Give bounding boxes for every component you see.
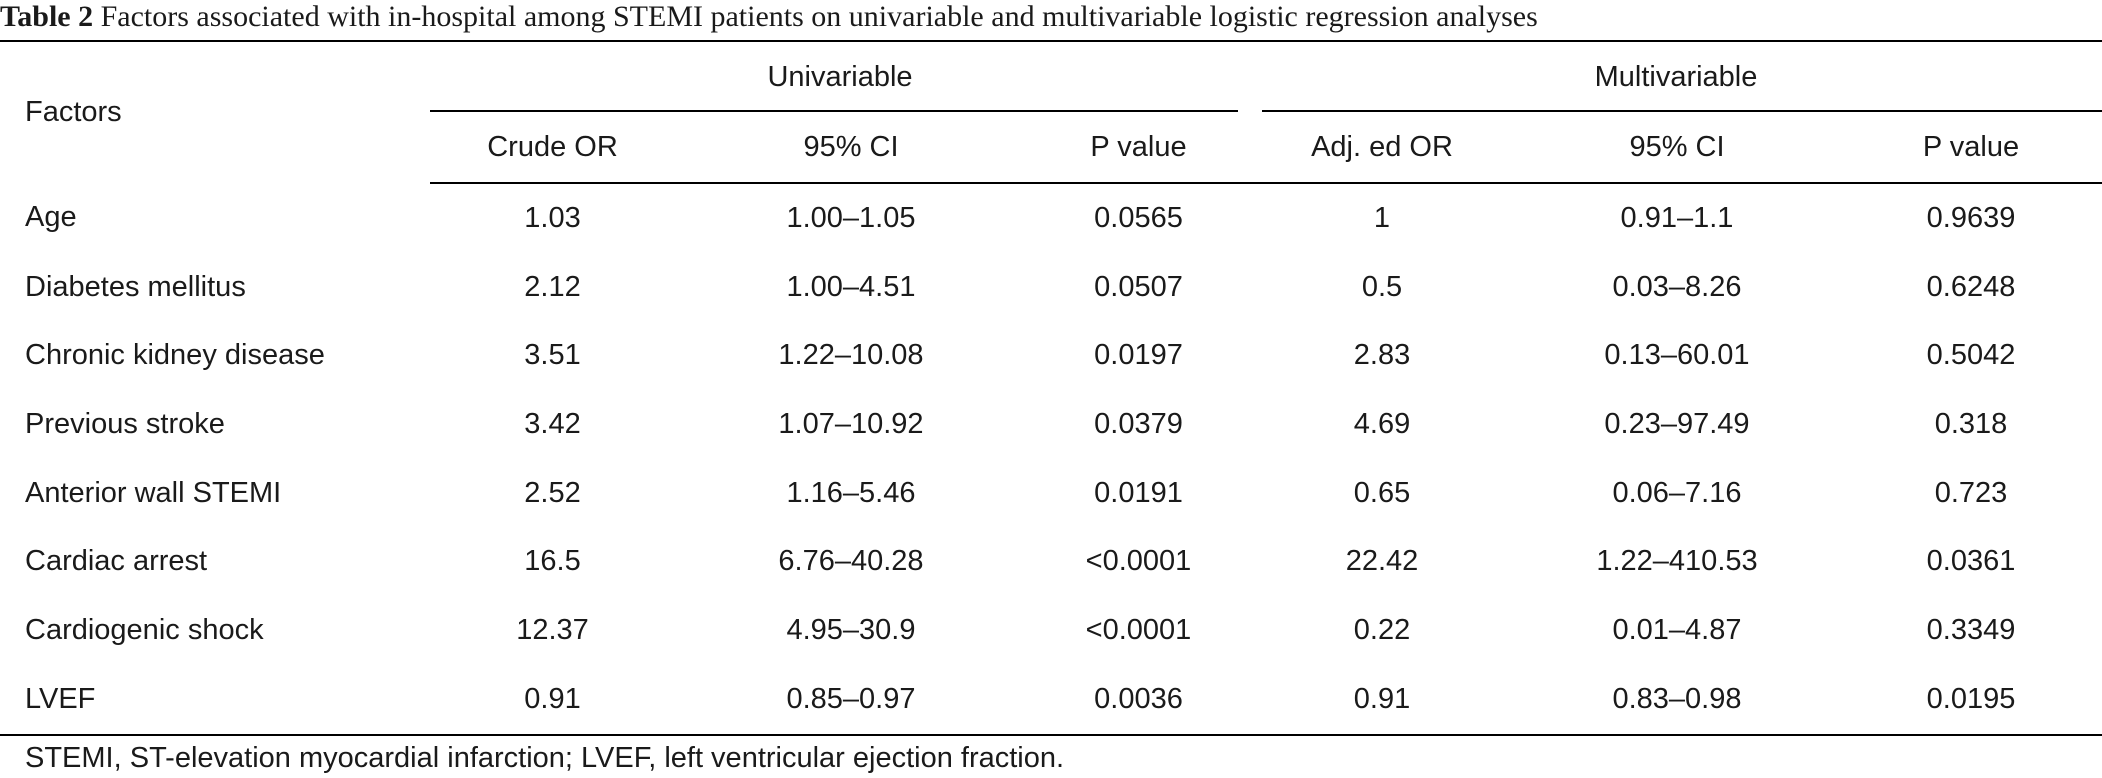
value-cell: 1.22–10.08 [778,339,924,372]
univariable-label: Univariable [767,61,913,93]
column-header: 95% CI [675,112,1027,184]
table-caption: Table 2 Factors associated with in-hospi… [0,0,2102,38]
value-cell: 0.6248 [1926,270,2016,303]
univariable-header: Univariable [430,41,1250,112]
value-cell: 0.0507 [1094,270,1183,303]
factor-cell: Age [25,201,77,234]
value-cell: 0.0191 [1094,476,1183,509]
value-cell: 0.5042 [1926,339,2016,372]
value-cell: 2.12 [524,270,581,303]
value-cell: 1.22–410.53 [1596,545,1758,578]
value-cell: 0.23–97.49 [1604,407,1750,440]
factor-cell: Anterior wall STEMI [25,476,282,509]
factor-cell: Cardiac arrest [25,545,208,578]
value-cell: 0.83–0.98 [1612,682,1742,715]
value-cell: 1.07–10.92 [778,407,924,440]
value-cell: 16.5 [524,545,581,578]
value-cell: 4.69 [1353,407,1411,440]
value-cell: 1.00–1.05 [786,201,916,234]
column-header: 95% CI [1514,112,1840,184]
value-cell: 12.37 [516,613,589,646]
regression-table: Factors Univariable Multivariable Crude … [0,40,2102,736]
value-cell: 0.0036 [1094,682,1183,715]
table-row: Chronic kidney disease 3.51 1.22–10.08 0… [0,321,2102,390]
value-cell: 4.95–30.9 [786,613,916,646]
value-cell: 1.16–5.46 [786,476,916,509]
value-cell: 0.91 [524,682,581,715]
value-cell: 0.0195 [1926,682,2016,715]
table-row: Cardiogenic shock 12.37 4.95–30.9 <0.000… [0,596,2102,665]
value-cell: 1 [1373,201,1391,234]
table-title: Factors associated with in-hospital amon… [100,0,1538,33]
value-cell: 0.0197 [1094,339,1183,372]
factor-cell: Diabetes mellitus [25,270,246,303]
value-cell: 0.0361 [1926,545,2016,578]
value-cell: 0.85–0.97 [786,682,916,715]
value-cell: 0.0379 [1094,407,1183,440]
value-cell: 3.51 [524,339,581,372]
value-cell: 0.91–1.1 [1620,201,1734,234]
value-cell: 22.42 [1345,545,1419,578]
multivariable-rule [1262,110,2102,112]
value-cell: 1.00–4.51 [786,270,916,303]
table-label: Table 2 [0,0,94,33]
value-cell: 0.03–8.26 [1612,270,1742,303]
table-row: Anterior wall STEMI 2.52 1.16–5.46 0.019… [0,459,2102,528]
value-cell: 1.03 [524,201,581,234]
value-cell: 0.06–7.16 [1612,476,1742,509]
value-cell: 0.5 [1361,270,1403,303]
table-row: Cardiac arrest 16.5 6.76–40.28 <0.0001 2… [0,527,2102,596]
univariable-rule [430,110,1238,112]
value-cell: 0.01–4.87 [1612,613,1742,646]
table-row: Diabetes mellitus 2.12 1.00–4.51 0.0507 … [0,253,2102,322]
value-cell: 0.22 [1353,613,1411,646]
value-cell: 2.83 [1353,339,1411,372]
multivariable-label: Multivariable [1594,61,1758,93]
table-footnote: STEMI, ST-elevation myocardial infarctio… [25,742,1065,774]
value-cell: 0.13–60.01 [1604,339,1750,372]
value-cell: 6.76–40.28 [778,545,924,578]
table-row: LVEF 0.91 0.85–0.97 0.0036 0.91 0.83–0.9… [0,665,2102,735]
multivariable-header: Multivariable [1250,41,2102,112]
column-header: P value [1840,112,2102,184]
value-cell: 0.318 [1934,407,2008,440]
value-cell: 3.42 [524,407,581,440]
value-cell: 0.91 [1353,682,1411,715]
value-cell: <0.0001 [1085,613,1192,646]
value-cell: 0.65 [1353,476,1411,509]
column-header: Adj. ed OR [1250,112,1514,184]
value-cell: <0.0001 [1085,545,1192,578]
factor-cell: Cardiogenic shock [25,613,264,646]
factor-cell: LVEF [25,682,96,715]
value-cell: 0.3349 [1926,613,2016,646]
value-cell: 0.0565 [1094,201,1183,234]
column-header: Crude OR [430,112,675,184]
table-row: Previous stroke 3.42 1.07–10.92 0.0379 4… [0,390,2102,459]
value-cell: 0.723 [1934,476,2008,509]
table-row: Age 1.03 1.00–1.05 0.0565 1 0.91–1.1 0.9… [0,183,2102,253]
factors-header: Factors [25,96,122,128]
value-cell: 0.9639 [1926,201,2016,234]
factor-cell: Chronic kidney disease [25,339,325,372]
factor-cell: Previous stroke [25,407,225,440]
column-header: P value [1027,112,1250,184]
value-cell: 2.52 [524,476,581,509]
